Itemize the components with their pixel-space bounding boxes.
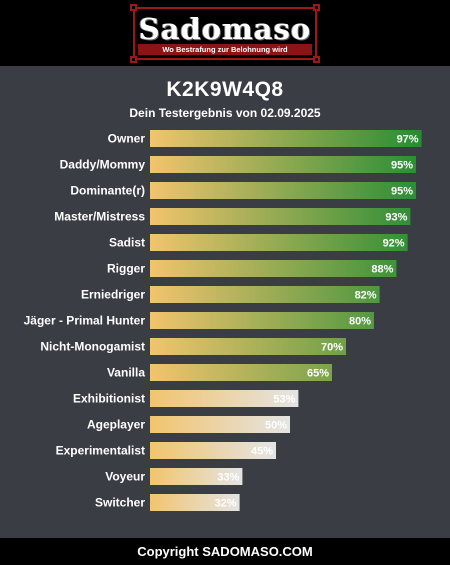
bar-value-label: 95%	[391, 186, 413, 198]
result-code: K2K9W4Q8	[166, 78, 284, 101]
category-label: Owner	[108, 132, 146, 146]
bar-value-label: 33%	[217, 472, 239, 484]
result-bar	[150, 494, 240, 511]
category-label: Daddy/Mommy	[60, 158, 146, 172]
result-bar-chart: Owner 97% Daddy/Mommy 95% Dominante(r) 95% Mas…	[24, 130, 422, 511]
logo-tagline: Wo Bestrafung zur Belohnung wird	[138, 44, 312, 55]
result-bar	[150, 208, 411, 225]
logo-corner-decoration	[130, 4, 137, 11]
logo-corner-decoration	[313, 4, 320, 11]
logo-title: Sadomaso	[138, 12, 312, 46]
bar-value-label: 93%	[385, 212, 407, 224]
bar-value-label: 82%	[355, 290, 377, 302]
bar-value-label: 80%	[349, 316, 371, 328]
category-label: Nicht-Monogamist	[40, 340, 145, 354]
category-label: Erniedriger	[81, 288, 145, 302]
bar-value-label: 45%	[251, 446, 273, 458]
result-bar	[150, 416, 290, 433]
result-subtitle: Dein Testergebnis von 02.09.2025	[129, 106, 321, 120]
category-label: Rigger	[107, 262, 145, 276]
bar-value-label: 50%	[265, 420, 287, 432]
category-label: Dominante(r)	[70, 184, 145, 198]
result-bar	[150, 468, 243, 485]
result-bar	[150, 260, 397, 277]
logo-corner-decoration	[313, 56, 320, 63]
result-bar	[150, 286, 380, 303]
site-logo[interactable]: Sadomaso Wo Bestrafung zur Belohnung wir…	[130, 4, 320, 63]
result-bar	[150, 234, 408, 251]
bar-value-label: 97%	[397, 134, 419, 146]
bar-value-label: 53%	[273, 394, 295, 406]
bar-value-label: 32%	[215, 498, 237, 510]
category-label: Master/Mistress	[54, 210, 145, 224]
result-bar	[150, 364, 332, 381]
result-bar	[150, 390, 299, 407]
logo-corner-decoration	[130, 56, 137, 63]
bar-value-label: 70%	[321, 342, 343, 354]
result-bar	[150, 156, 416, 173]
result-bar	[150, 338, 346, 355]
result-bar	[150, 182, 416, 199]
result-bar	[150, 442, 276, 459]
category-label: Switcher	[95, 496, 145, 510]
result-bar	[150, 312, 374, 329]
category-label: Sadist	[109, 236, 145, 250]
category-label: Jäger - Primal Hunter	[24, 314, 146, 328]
copyright-text: Copyright SADOMASO.COM	[137, 544, 313, 559]
category-label: Experimentalist	[56, 444, 145, 458]
site-footer: Copyright SADOMASO.COM	[0, 538, 450, 565]
result-bar	[150, 130, 422, 147]
bar-value-label: 92%	[383, 238, 405, 250]
category-label: Vanilla	[107, 366, 145, 380]
category-label: Voyeur	[105, 470, 145, 484]
category-label: Exhibitionist	[73, 392, 145, 406]
bar-value-label: 88%	[371, 264, 393, 276]
bar-value-label: 95%	[391, 160, 413, 172]
category-label: Ageplayer	[87, 418, 145, 432]
bar-value-label: 65%	[307, 368, 329, 380]
site-header: Sadomaso Wo Bestrafung zur Belohnung wir…	[0, 0, 450, 66]
